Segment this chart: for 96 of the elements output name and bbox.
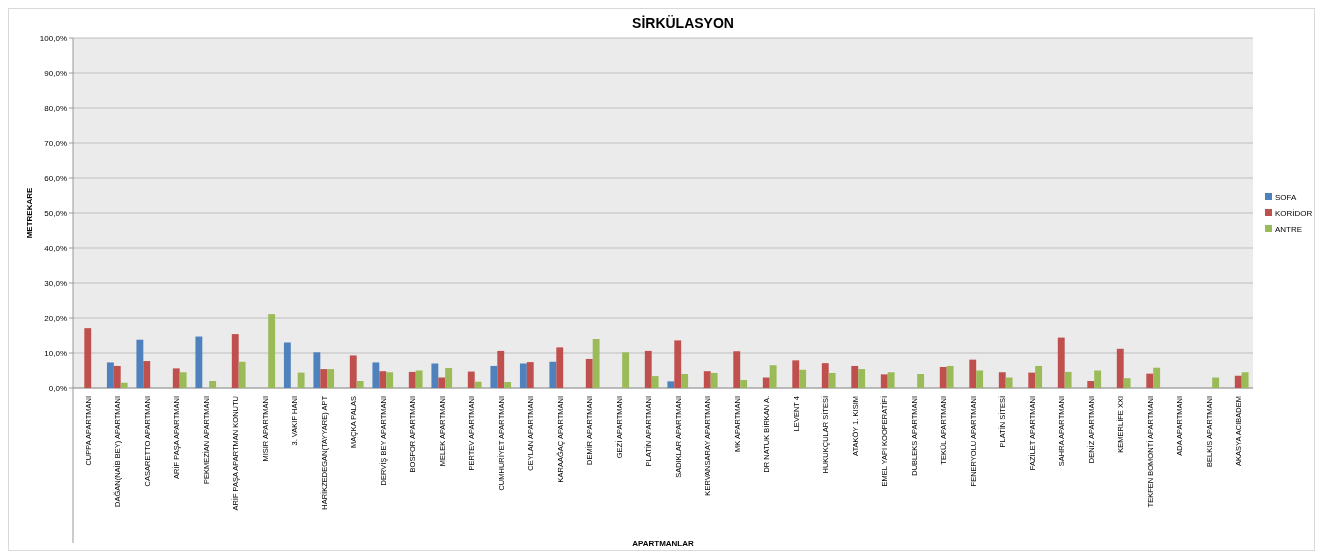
bar xyxy=(585,358,593,388)
y-axis-title: METREKARE xyxy=(25,187,34,239)
bar xyxy=(1057,337,1065,388)
bar xyxy=(415,370,423,388)
bar xyxy=(467,371,475,388)
bar xyxy=(1035,365,1043,388)
bar xyxy=(622,352,630,388)
bar xyxy=(880,374,888,388)
bar xyxy=(1116,348,1124,388)
bar xyxy=(106,362,114,388)
bar xyxy=(172,368,180,388)
y-tick-label: 70,0% xyxy=(44,138,67,148)
bar xyxy=(231,334,239,388)
bar xyxy=(762,377,770,388)
bar xyxy=(1146,373,1154,388)
bar xyxy=(887,372,895,388)
bar xyxy=(238,361,246,388)
x-axis-title: APARTMANLAR xyxy=(632,539,695,548)
bar xyxy=(320,369,328,388)
y-tick-label: 100,0% xyxy=(39,33,67,43)
bar xyxy=(1153,367,1161,388)
y-tick-label: 50,0% xyxy=(44,208,67,218)
bar xyxy=(445,368,453,388)
bar xyxy=(84,328,92,388)
bar xyxy=(674,340,682,388)
bar xyxy=(556,347,564,388)
bar xyxy=(821,363,829,388)
bar xyxy=(209,381,217,388)
bar xyxy=(1123,378,1131,388)
legend-label: KORİDOR xyxy=(1275,208,1313,218)
bar xyxy=(946,365,954,388)
bar xyxy=(490,365,498,388)
bar xyxy=(438,377,446,388)
bar xyxy=(268,314,276,388)
y-tick-label: 0,0% xyxy=(48,383,67,393)
legend-label: ANTRE xyxy=(1275,224,1303,234)
y-tick-label: 90,0% xyxy=(44,68,67,78)
bar xyxy=(179,372,187,388)
bar xyxy=(113,365,121,388)
bar xyxy=(372,362,380,388)
bar xyxy=(851,365,859,388)
bar xyxy=(703,371,711,388)
bar xyxy=(297,372,305,388)
bar xyxy=(1212,377,1220,388)
bar xyxy=(710,372,718,388)
y-tick-label: 10,0% xyxy=(44,348,67,358)
bar xyxy=(195,336,203,388)
bar xyxy=(917,374,925,388)
y-tick-label: 80,0% xyxy=(44,103,67,113)
bar xyxy=(497,350,505,388)
bar xyxy=(1064,371,1072,388)
bar xyxy=(644,350,652,388)
bar xyxy=(549,361,557,388)
bar xyxy=(740,379,748,388)
bar xyxy=(526,362,534,388)
bar xyxy=(858,369,866,388)
bar xyxy=(136,339,144,388)
bar xyxy=(969,359,977,388)
bar xyxy=(327,369,335,388)
bar xyxy=(681,374,689,388)
bar xyxy=(769,365,777,388)
bar xyxy=(651,376,659,388)
bar xyxy=(504,382,512,388)
bar xyxy=(733,351,741,388)
bar xyxy=(283,342,291,388)
bar xyxy=(792,360,800,388)
bar xyxy=(356,381,364,388)
bar xyxy=(1234,375,1242,388)
bar xyxy=(799,369,807,388)
bar xyxy=(939,367,947,388)
bar xyxy=(474,381,482,388)
bar xyxy=(1094,370,1102,388)
bar xyxy=(1028,372,1036,388)
bar xyxy=(408,371,416,388)
y-tick-label: 30,0% xyxy=(44,278,67,288)
legend-label: SOFA xyxy=(1275,192,1297,202)
bar xyxy=(667,381,675,388)
bar xyxy=(1005,377,1013,388)
bar xyxy=(828,372,836,388)
y-tick-label: 60,0% xyxy=(44,173,67,183)
bar xyxy=(143,361,151,388)
bar xyxy=(120,382,128,388)
bar xyxy=(998,372,1006,388)
chart-title: SİRKÜLASYON xyxy=(632,15,734,31)
y-tick-label: 40,0% xyxy=(44,243,67,253)
bar xyxy=(349,355,357,388)
bar xyxy=(519,363,527,388)
bar xyxy=(431,363,439,388)
bar xyxy=(1241,372,1249,388)
bar xyxy=(386,372,394,388)
y-tick-label: 20,0% xyxy=(44,313,67,323)
bar xyxy=(976,370,984,388)
bar xyxy=(313,352,321,388)
bar xyxy=(592,339,600,388)
bar xyxy=(379,371,387,388)
bar xyxy=(1087,381,1095,388)
